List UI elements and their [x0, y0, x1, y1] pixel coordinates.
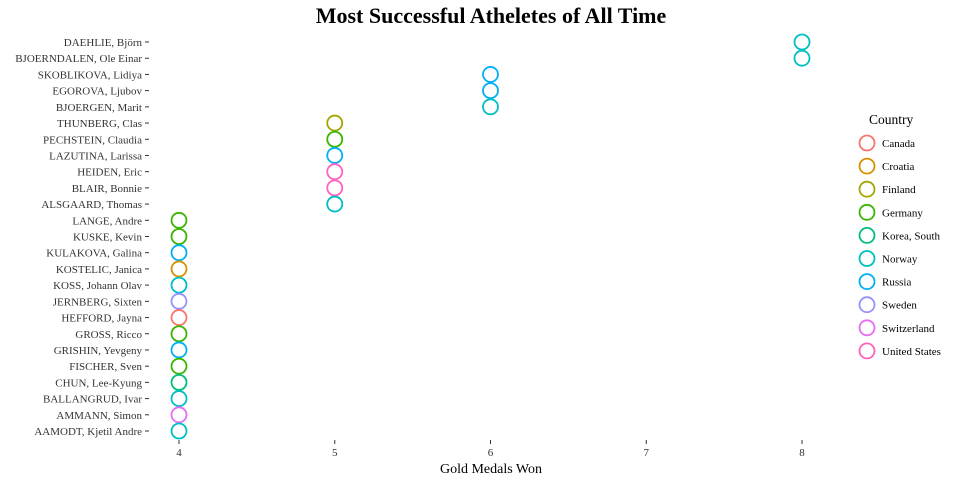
- legend-marker: [858, 180, 876, 198]
- legend: Country Canada Croatia Finland Germany Korea…: [858, 112, 941, 360]
- y-tick-label: GRISHIN, Yevgeny: [54, 345, 143, 357]
- data-point: [170, 325, 188, 343]
- y-tick-label: KOSS, Johann Olav: [53, 280, 142, 292]
- legend-marker: [858, 319, 876, 337]
- y-tick-label: KULAKOVA, Galina: [46, 248, 142, 260]
- data-point: [170, 422, 188, 440]
- legend-entry-label: Norway: [882, 254, 918, 266]
- y-tick-label: JERNBERG, Sixten: [53, 296, 143, 308]
- data-point: [482, 98, 499, 116]
- y-tick-label: BJOERNDALEN, Ole Einar: [15, 53, 142, 65]
- y-tick-label: LAZUTINA, Larissa: [49, 150, 142, 162]
- legend-entry-label: Croatia: [882, 161, 914, 173]
- legend-entry-label: Finland: [882, 184, 916, 196]
- data-point: [326, 130, 344, 148]
- y-tick-label: FISCHER, Sven: [69, 361, 142, 373]
- y-tick-label: AMMANN, Simon: [56, 410, 142, 422]
- data-point: [482, 82, 499, 100]
- y-tick-label: BJOERGEN, Marit: [56, 102, 142, 114]
- legend-marker: [858, 226, 876, 244]
- y-tick-label: KUSKE, Kevin: [73, 232, 143, 244]
- legend-entry-label: Germany: [882, 207, 923, 219]
- x-axis: 4 5 6 7 8: [176, 440, 805, 459]
- legend-marker: [858, 134, 876, 152]
- data-point: [793, 49, 811, 67]
- y-tick-label: THUNBERG, Clas: [57, 118, 142, 130]
- legend-marker: [858, 342, 876, 360]
- y-tick-label: EGOROVA, Ljubov: [52, 86, 142, 98]
- legend-marker: [858, 273, 876, 291]
- legend-entry-label: Canada: [882, 138, 915, 150]
- legend-entries: Canada Croatia Finland Germany Korea, South N…: [858, 134, 941, 360]
- legend-title: Country: [869, 112, 914, 127]
- data-points: [170, 33, 811, 440]
- data-point: [170, 373, 188, 391]
- data-point: [482, 66, 499, 83]
- data-point: [170, 228, 188, 245]
- y-tick-label: AAMODT, Kjetil Andre: [34, 426, 142, 438]
- legend-marker: [858, 296, 876, 314]
- x-tick-label: 6: [488, 447, 494, 459]
- data-point: [170, 244, 188, 262]
- data-point: [170, 309, 188, 326]
- data-point: [170, 276, 188, 294]
- y-tick-label: HEIDEN, Eric: [77, 167, 142, 179]
- y-tick-label: LANGE, Andre: [72, 215, 142, 227]
- data-point: [170, 292, 188, 310]
- legend-entry-label: United States: [882, 346, 941, 358]
- x-axis-label: Gold Medals Won: [440, 462, 542, 477]
- y-tick-label: CHUN, Lee-Kyung: [55, 377, 142, 389]
- y-tick-label: KOSTELIC, Janica: [56, 264, 142, 276]
- y-tick-label: DAEHLIE, Björn: [64, 37, 143, 49]
- data-point: [326, 195, 344, 213]
- y-axis: DAEHLIE, Björn BJOERNDALEN, Ole Einar SKOB…: [15, 37, 149, 438]
- x-tick-label: 4: [176, 447, 182, 459]
- data-point: [170, 406, 188, 424]
- x-tick-label: 8: [799, 447, 805, 459]
- legend-entry-label: Switzerland: [882, 323, 935, 335]
- legend-entry-label: Russia: [882, 277, 911, 289]
- data-point: [326, 179, 344, 197]
- legend-entry-label: Korea, South: [882, 230, 941, 242]
- legend-entry-label: Sweden: [882, 300, 917, 312]
- data-point: [326, 163, 344, 181]
- y-tick-label: SKOBLIKOVA, Lidiya: [38, 69, 142, 81]
- legend-marker: [858, 250, 876, 267]
- chart-title: Most Successful Atheletes of All Time: [316, 3, 667, 28]
- data-point: [170, 341, 188, 359]
- data-point: [170, 211, 188, 229]
- data-point: [170, 357, 188, 375]
- legend-marker: [858, 203, 876, 221]
- data-point: [170, 260, 188, 278]
- legend-marker: [858, 157, 876, 175]
- x-tick-label: 5: [332, 447, 338, 459]
- data-point: [170, 390, 188, 407]
- y-tick-label: ALSGAARD, Thomas: [41, 199, 142, 211]
- y-tick-label: BLAIR, Bonnie: [72, 183, 142, 195]
- y-tick-label: BALLANGRUD, Ivar: [43, 394, 142, 406]
- y-tick-label: HEFFORD, Jayna: [61, 313, 142, 325]
- data-point: [326, 114, 344, 132]
- x-tick-label: 7: [644, 447, 650, 459]
- y-tick-label: PECHSTEIN, Claudia: [43, 134, 142, 146]
- data-point: [793, 33, 811, 51]
- data-point: [326, 147, 344, 164]
- y-tick-label: GROSS, Ricco: [75, 329, 142, 341]
